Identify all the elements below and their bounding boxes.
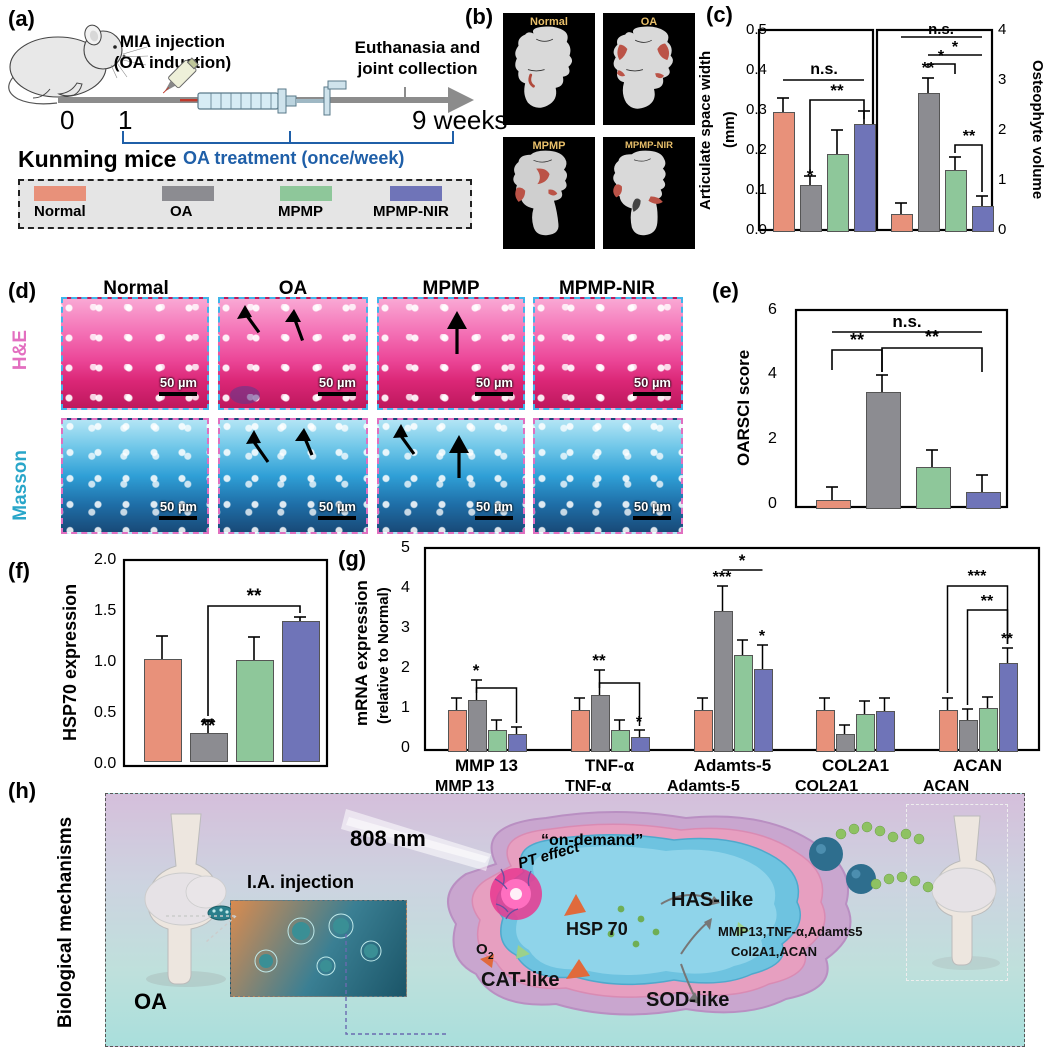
svg-text:**: ** [963,128,976,145]
svg-text:**: ** [1001,630,1013,647]
svg-text:n.s.: n.s. [892,312,921,331]
svg-text:*: * [636,714,643,731]
svg-text:*: * [952,39,959,56]
svg-text:**: ** [981,593,994,610]
svg-text:**: ** [201,716,216,737]
svg-text:n.s.: n.s. [928,21,954,38]
svg-text:*: * [759,628,766,645]
svg-text:*: * [739,551,746,570]
svg-text:***: *** [713,569,732,586]
svg-text:**: ** [592,651,606,670]
svg-text:***: *** [968,568,987,585]
svg-text:**: ** [247,586,262,607]
svg-text:2: 2 [488,951,494,962]
svg-text:**: ** [922,60,935,77]
svg-text:*: * [938,48,945,65]
svg-text:*: * [473,661,480,680]
svg-text:**: ** [925,327,939,347]
svg-text:**: ** [850,330,864,350]
svg-text:O: O [476,941,488,958]
